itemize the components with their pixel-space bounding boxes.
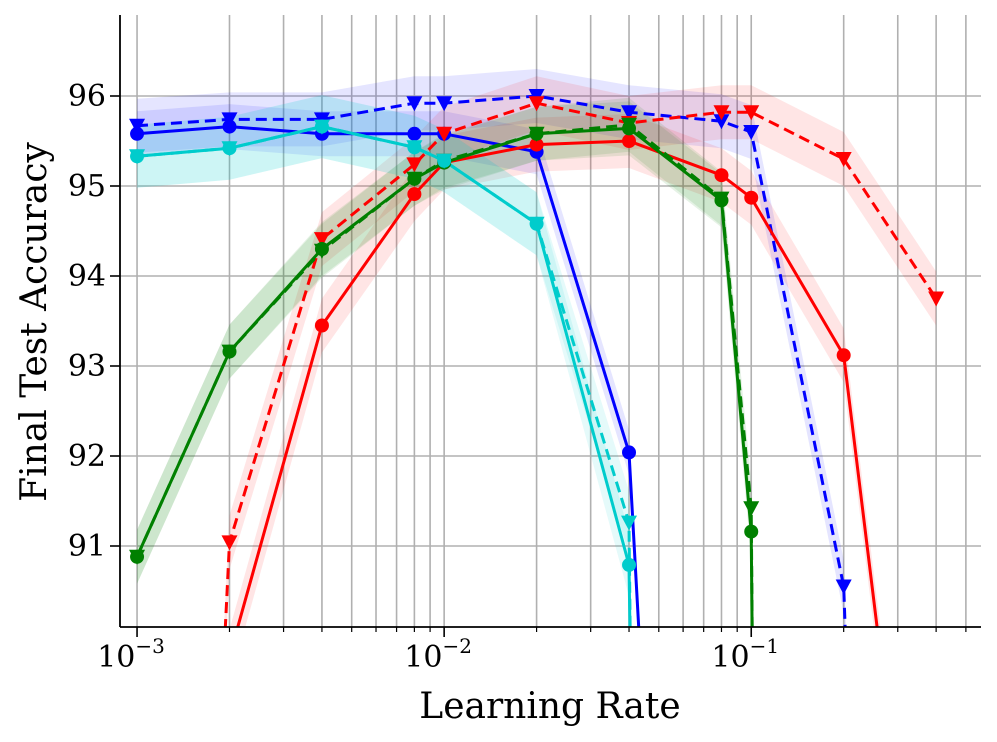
band-green-dashed	[137, 97, 753, 627]
point-cyan-solid	[622, 557, 637, 572]
x-axis-label: Learning Rate	[419, 686, 680, 727]
point-red-dashed	[928, 291, 945, 307]
x-tick-exponent: −1	[750, 634, 779, 658]
confidence-bands	[137, 69, 937, 627]
point-blue-dashed	[621, 105, 638, 121]
point-blue-solid	[407, 126, 422, 141]
point-red-solid	[529, 137, 544, 152]
point-cyan-dashed	[621, 515, 638, 531]
line-green-dashed	[135, 123, 754, 627]
point-green-dashed	[129, 549, 146, 565]
point-red-solid	[314, 318, 329, 333]
line-red-solid	[236, 139, 879, 627]
point-blue-dashed	[835, 579, 852, 595]
band-red-solid	[230, 114, 881, 627]
x-tick-label: 10−3	[97, 634, 165, 675]
point-red-solid	[744, 190, 759, 205]
point-red-dashed	[436, 126, 453, 142]
line-blue-solid	[136, 125, 641, 627]
point-green-dashed	[313, 243, 330, 259]
point-red-solid	[407, 187, 422, 202]
point-green-dashed	[743, 501, 760, 517]
x-tick-label: 10−2	[404, 634, 472, 675]
point-green-dashed	[406, 171, 423, 187]
point-blue-dashed	[436, 96, 453, 112]
point-cyan-dashed	[436, 153, 453, 169]
point-red-dashed	[313, 232, 330, 248]
point-cyan-dashed	[406, 140, 423, 156]
y-tick-label: 96	[68, 79, 106, 114]
y-tick-label: 92	[68, 439, 106, 474]
axes	[110, 15, 981, 637]
point-blue-dashed	[221, 112, 238, 128]
point-green-dashed	[713, 191, 730, 207]
point-blue-dashed	[129, 118, 146, 134]
y-tick-label: 91	[68, 529, 106, 564]
x-tick-exponent: −3	[135, 634, 164, 658]
x-tick-exponent: −2	[442, 634, 471, 658]
point-blue-solid	[622, 445, 637, 460]
x-tick-label: 10−1	[711, 634, 779, 675]
point-green-dashed	[221, 344, 238, 360]
series-markers	[129, 89, 945, 595]
point-red-dashed	[835, 152, 852, 167]
point-red-dashed	[743, 105, 760, 121]
band-cyan-solid	[137, 95, 631, 627]
point-blue-dashed	[406, 96, 423, 112]
point-red-dashed	[221, 535, 238, 551]
tick-labels: 91 92 93 94 95 96 10−3 10−2 10−1	[68, 79, 779, 675]
point-cyan-dashed	[528, 216, 545, 232]
point-red-solid	[714, 168, 729, 183]
point-blue-solid	[130, 126, 145, 141]
y-tick-label: 94	[68, 259, 106, 294]
point-blue-dashed	[713, 114, 730, 130]
point-green-dashed	[621, 117, 638, 133]
point-green-dashed	[528, 126, 545, 142]
point-blue-dashed	[743, 125, 760, 140]
point-cyan-dashed	[221, 141, 238, 157]
point-red-solid	[836, 348, 851, 363]
band-cyan-dashed	[137, 95, 631, 627]
point-red-solid	[622, 134, 637, 148]
point-cyan-dashed	[313, 119, 330, 135]
y-axis-label: Final Test Accuracy	[14, 141, 55, 501]
band-blue-dashed	[137, 69, 847, 627]
point-red-dashed	[406, 157, 423, 173]
point-cyan-dashed	[129, 149, 146, 165]
band-green-solid	[137, 101, 753, 627]
point-red-dashed	[713, 105, 730, 121]
y-tick-label: 95	[68, 169, 106, 204]
point-green-solid	[744, 524, 759, 539]
point-red-dashed	[528, 96, 545, 112]
y-tick-label: 93	[68, 349, 106, 384]
line-cyan-dashed	[136, 125, 632, 627]
grid	[120, 15, 981, 627]
